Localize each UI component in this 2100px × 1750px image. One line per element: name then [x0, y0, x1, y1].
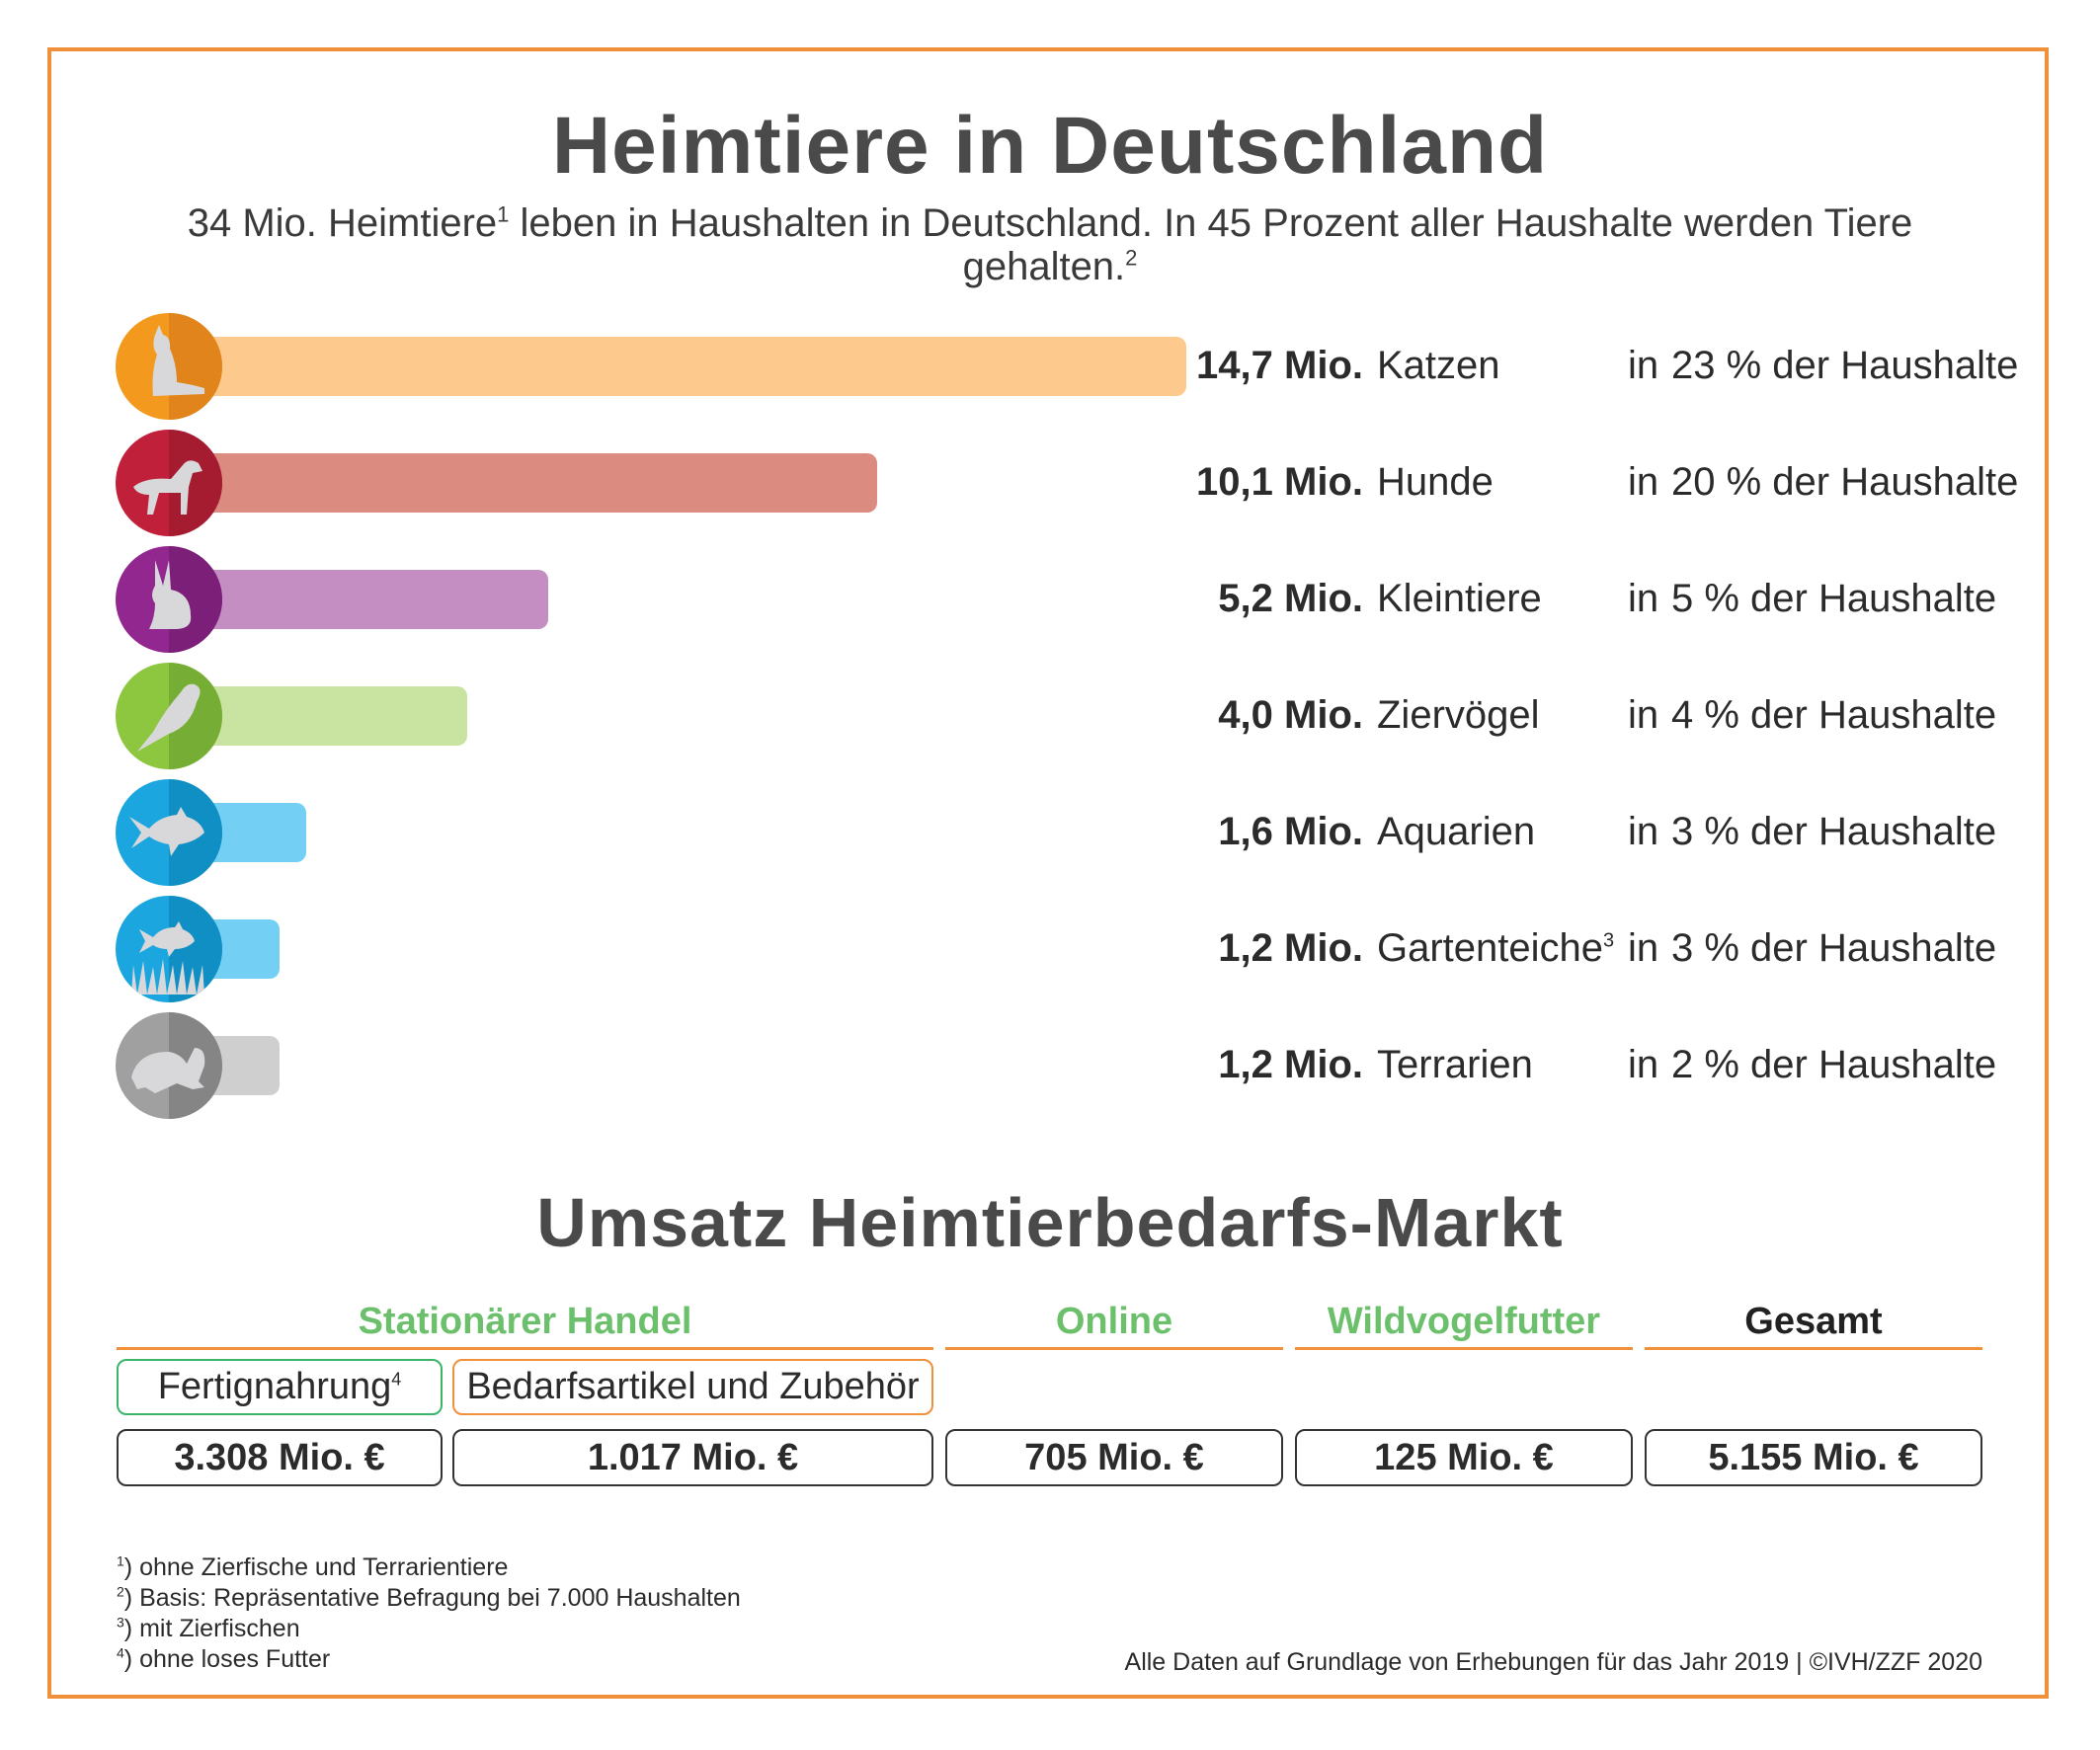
sub-bedarfsartikel: Bedarfsartikel und Zubehör — [452, 1359, 933, 1415]
category-label: Aquarien — [1377, 808, 1535, 855]
bar-row-ziervögel: 4,0 Mio. Ziervögel in 4 % der Haushalte — [0, 662, 2100, 770]
page-title: Heimtiere in Deutschland — [551, 101, 1549, 191]
bar-row-katzen: 14,7 Mio. Katzen in 23 % der Haushalte — [0, 312, 2100, 421]
cat-icon — [116, 313, 222, 420]
in-label: in — [1628, 1043, 1659, 1086]
dog-icon — [116, 430, 222, 536]
subtitle-text: leben in Haushalten in Deutschland. In 4… — [509, 201, 1913, 288]
value-wildbird: 125 Mio. € — [1295, 1429, 1633, 1486]
orange-frame — [47, 47, 2049, 1699]
household-share: 4 % der Haushalte — [1671, 693, 1997, 737]
footnote-4: 4) ohne loses Futter — [117, 1644, 330, 1674]
household-share: 3 % der Haushalte — [1671, 926, 1997, 970]
category-label: Gartenteiche3 — [1377, 924, 1614, 972]
value-label: 1,6 Mio. — [1218, 810, 1363, 853]
sub-fertignahrung: Fertignahrung4 — [117, 1359, 443, 1415]
bar — [169, 570, 548, 629]
footnote-1: 1) ohne Zierfische und Terrarientiere — [117, 1552, 508, 1582]
in-label: in — [1628, 460, 1659, 504]
household-share: 2 % der Haushalte — [1671, 1043, 1997, 1086]
value-online: 705 Mio. € — [945, 1429, 1283, 1486]
category-text: Katzen — [1377, 344, 1500, 387]
household-share: 3 % der Haushalte — [1671, 810, 1997, 853]
value-label: 5,2 Mio. — [1218, 577, 1363, 620]
subtitle: 34 Mio. Heimtiere1 leben in Haushalten i… — [112, 201, 1988, 288]
fn-text: ) mit Zierfischen — [123, 1615, 300, 1642]
fish-icon — [116, 779, 222, 886]
value-label: 10,1 Mio. — [1196, 460, 1363, 504]
value-label: 14,7 Mio. — [1196, 344, 1363, 387]
in-label: in — [1628, 810, 1659, 853]
sub-label: Fertignahrung — [157, 1366, 392, 1407]
value-bedarfsartikel: 1.017 Mio. € — [452, 1429, 933, 1486]
header-online: Online — [945, 1296, 1283, 1350]
footnote-2: 2) Basis: Repräsentative Befragung bei 7… — [117, 1583, 741, 1613]
in-label: in — [1628, 693, 1659, 737]
bar-row-terrarien: 1,2 Mio. Terrarien in 2 % der Haushalte — [0, 1011, 2100, 1120]
value-label: 1,2 Mio. — [1218, 926, 1363, 970]
footnote-ref: 4 — [391, 1369, 402, 1390]
household-share: 23 % der Haushalte — [1671, 344, 2019, 387]
bar — [169, 453, 877, 513]
bar-row-aquarien: 1,6 Mio. Aquarien in 3 % der Haushalte — [0, 778, 2100, 887]
category-label: Hunde — [1377, 458, 1494, 506]
footnote-ref: 3 — [1603, 929, 1615, 952]
in-label: in — [1628, 926, 1659, 970]
fn-num: 1 — [117, 1552, 124, 1569]
bar-row-kleintiere: 5,2 Mio. Kleintiere in 5 % der Haushalte — [0, 545, 2100, 654]
category-label: Ziervögel — [1377, 691, 1540, 739]
category-text: Gartenteiche — [1377, 926, 1604, 970]
bar — [169, 337, 1186, 396]
in-label: in — [1628, 577, 1659, 620]
in-label: in — [1628, 344, 1659, 387]
bar-row-hunde: 10,1 Mio. Hunde in 20 % der Haushalte — [0, 429, 2100, 537]
header-total: Gesamt — [1645, 1296, 1982, 1350]
value-fertignahrung: 3.308 Mio. € — [117, 1429, 443, 1486]
fn-text: ) ohne loses Futter — [123, 1645, 331, 1673]
category-text: Kleintiere — [1377, 577, 1542, 620]
category-label: Terrarien — [1377, 1041, 1533, 1088]
fn-text: ) ohne Zierfische und Terrarientiere — [123, 1553, 509, 1581]
fn-num: 4 — [117, 1644, 124, 1661]
footnote-ref: 2 — [1125, 245, 1138, 271]
subtitle-text: 34 Mio. Heimtiere — [187, 201, 498, 245]
turtle-icon — [116, 1012, 222, 1119]
fn-num: 2 — [117, 1583, 124, 1600]
header-stationary: Stationärer Handel — [117, 1296, 933, 1350]
rabbit-icon — [116, 546, 222, 653]
category-label: Katzen — [1377, 342, 1500, 389]
bar-row-gartenteiche: 1,2 Mio. Gartenteiche3 in 3 % der Haushalte — [0, 895, 2100, 1003]
value-label: 1,2 Mio. — [1218, 1043, 1363, 1086]
bird-icon — [116, 663, 222, 769]
category-text: Hunde — [1377, 460, 1494, 504]
fn-text: ) Basis: Repräsentative Befragung bei 7.… — [123, 1584, 741, 1612]
fn-num: 3 — [117, 1614, 124, 1631]
category-text: Terrarien — [1377, 1043, 1533, 1086]
market-title: Umsatz Heimtierbedarfs-Markt — [536, 1184, 1564, 1261]
footnote-3: 3) mit Zierfischen — [117, 1614, 300, 1643]
value-total: 5.155 Mio. € — [1645, 1429, 1982, 1486]
category-text: Ziervögel — [1377, 693, 1540, 737]
source-note: Alle Daten auf Grundlage von Erhebungen … — [1124, 1648, 1982, 1676]
pond-fish-icon — [116, 896, 222, 1002]
value-label: 4,0 Mio. — [1218, 693, 1363, 737]
category-label: Kleintiere — [1377, 575, 1542, 622]
header-wildbird: Wildvogelfutter — [1295, 1296, 1633, 1350]
category-text: Aquarien — [1377, 810, 1536, 853]
household-share: 5 % der Haushalte — [1671, 577, 1997, 620]
household-share: 20 % der Haushalte — [1671, 460, 2019, 504]
footnote-ref: 1 — [497, 201, 510, 227]
